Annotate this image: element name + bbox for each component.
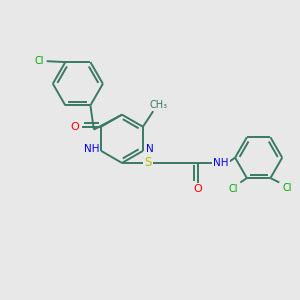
Text: O: O (194, 184, 202, 194)
Text: NH: NH (84, 144, 99, 154)
Text: Cl: Cl (283, 183, 292, 193)
Text: S: S (144, 157, 152, 169)
Text: Cl: Cl (34, 56, 44, 66)
Text: NH: NH (213, 158, 229, 168)
Text: O: O (71, 122, 80, 132)
Text: Cl: Cl (228, 184, 238, 194)
Text: CH₃: CH₃ (149, 100, 168, 110)
Text: N: N (146, 144, 153, 154)
